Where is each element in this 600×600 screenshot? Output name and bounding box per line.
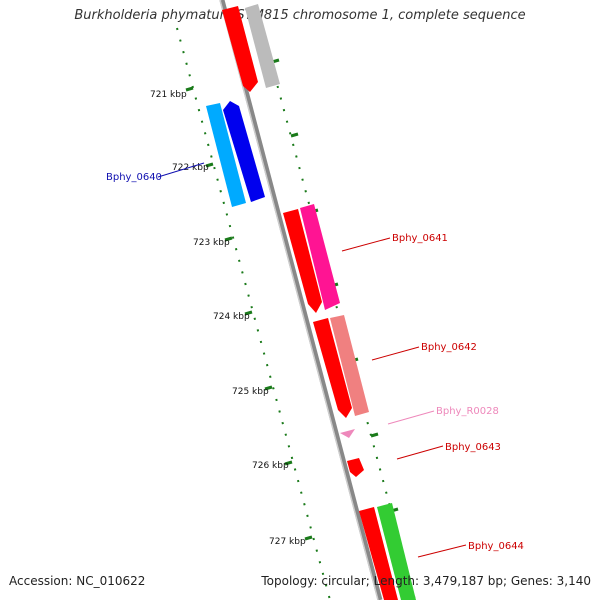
gene-label-0643[interactable]: Bphy_0643 bbox=[445, 442, 501, 453]
outer-dotted-track bbox=[176, 27, 331, 600]
gene-label-0641[interactable]: Bphy_0641 bbox=[392, 233, 448, 244]
gene-arrow-magenta-0641[interactable] bbox=[300, 204, 340, 310]
ruler-label: 724 kbp bbox=[213, 312, 250, 322]
gene-arrow-red-0643[interactable] bbox=[347, 458, 364, 477]
gene-label-0640[interactable]: Bphy_0640 bbox=[106, 172, 162, 183]
gene-arrow-cyan[interactable] bbox=[206, 103, 246, 207]
leader-line-0641 bbox=[341, 237, 391, 252]
leader-line-0640 bbox=[157, 162, 205, 178]
ruler-label: 725 kbp bbox=[232, 387, 269, 397]
gene-arrow-red-0642[interactable] bbox=[313, 318, 352, 418]
leader-line-0642 bbox=[371, 346, 420, 361]
gene-arrow-green-0644[interactable] bbox=[377, 503, 416, 600]
chromosome-backbone bbox=[219, 0, 383, 600]
gene-arrow-salmon-0642[interactable] bbox=[330, 315, 369, 416]
ruler-label: 727 kbp bbox=[269, 537, 306, 547]
chromosome-backbone-highlight bbox=[219, 0, 379, 600]
ruler-label: 723 kbp bbox=[193, 238, 230, 248]
ruler-label: 726 kbp bbox=[252, 461, 289, 471]
ruler-label: 721 kbp bbox=[150, 90, 187, 100]
rna-marker-r0028[interactable] bbox=[340, 429, 355, 438]
map-title: Burkholderia phymatum STM815 chromosome … bbox=[74, 8, 526, 23]
leader-line-r0028 bbox=[387, 410, 435, 425]
gene-label-0644[interactable]: Bphy_0644 bbox=[468, 541, 524, 552]
gene-arrow-red-0641[interactable] bbox=[283, 209, 322, 313]
gene-label-0642[interactable]: Bphy_0642 bbox=[421, 342, 477, 353]
accession-label: Accession: NC_010622 bbox=[9, 574, 146, 588]
sequence-summary: Topology: circular; Length: 3,479,187 bp… bbox=[261, 574, 591, 588]
gene-bar-top-gray[interactable] bbox=[245, 4, 280, 88]
gene-label-r0028[interactable]: Bphy_R0028 bbox=[436, 406, 499, 417]
gene-arrow-red-0644[interactable] bbox=[359, 507, 398, 600]
gene-arrow-blue[interactable] bbox=[223, 101, 265, 202]
leader-line-0644 bbox=[417, 544, 467, 558]
leader-line-0643 bbox=[396, 445, 444, 460]
gene-arrow-top-red[interactable] bbox=[222, 6, 258, 92]
ruler-label: 722 kbp bbox=[172, 163, 209, 173]
